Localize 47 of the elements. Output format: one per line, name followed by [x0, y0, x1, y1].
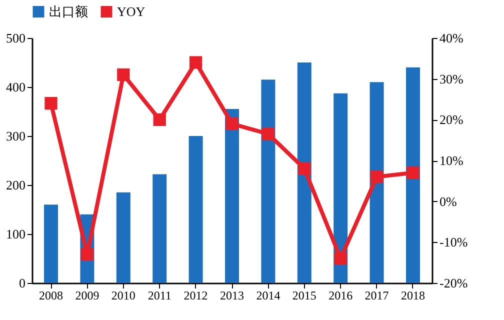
x-tick-label: 2014 — [256, 288, 280, 302]
bar — [370, 82, 384, 283]
x-tick-label: 2015 — [292, 288, 316, 302]
point — [334, 252, 347, 265]
bar — [297, 62, 312, 283]
point — [80, 248, 94, 261]
y2-tick-label: -20% — [440, 276, 468, 290]
point — [117, 68, 130, 82]
point — [189, 56, 202, 69]
y2-tick-label: -10% — [440, 234, 468, 250]
x-tick-label: 2017 — [364, 288, 389, 302]
bar — [261, 80, 276, 283]
x-tick-label: 2013 — [220, 288, 244, 302]
y2-tick-label: 20% — [440, 112, 464, 128]
x-tick-label: 2016 — [328, 288, 353, 302]
point — [262, 128, 275, 140]
x-tick-label: 2008 — [39, 288, 64, 302]
bar — [188, 136, 203, 283]
bar — [406, 67, 420, 283]
bar — [225, 109, 239, 283]
y-tick-label: 400 — [6, 80, 26, 94]
y-tick-label: 500 — [6, 30, 26, 46]
legend-label: YOY — [117, 4, 146, 19]
point — [226, 117, 238, 130]
x-tick-label: 2012 — [184, 288, 208, 302]
y-tick-label: 100 — [6, 226, 26, 242]
bar — [116, 192, 130, 283]
bar — [44, 204, 58, 283]
point — [298, 162, 311, 175]
x-tick-label: 2011 — [148, 288, 172, 302]
point — [44, 97, 58, 110]
y-tick-label: 0 — [19, 276, 26, 290]
x-tick-label: 2010 — [111, 288, 136, 302]
y-tick-label: 300 — [6, 128, 26, 144]
y2-tick-label: 0% — [440, 194, 457, 209]
point — [370, 170, 384, 184]
bar — [334, 93, 348, 283]
x-tick-label: 2018 — [400, 288, 425, 302]
y2-tick-label: 10% — [440, 153, 464, 168]
point — [406, 166, 420, 180]
legend-label: 出口额 — [49, 4, 88, 19]
x-tick-label: 2009 — [75, 288, 100, 302]
point — [153, 113, 166, 126]
y2-tick-label: 40% — [440, 30, 464, 46]
y-tick-label: 200 — [6, 178, 26, 192]
y2-tick-label: 30% — [440, 71, 464, 86]
bar — [152, 174, 167, 283]
